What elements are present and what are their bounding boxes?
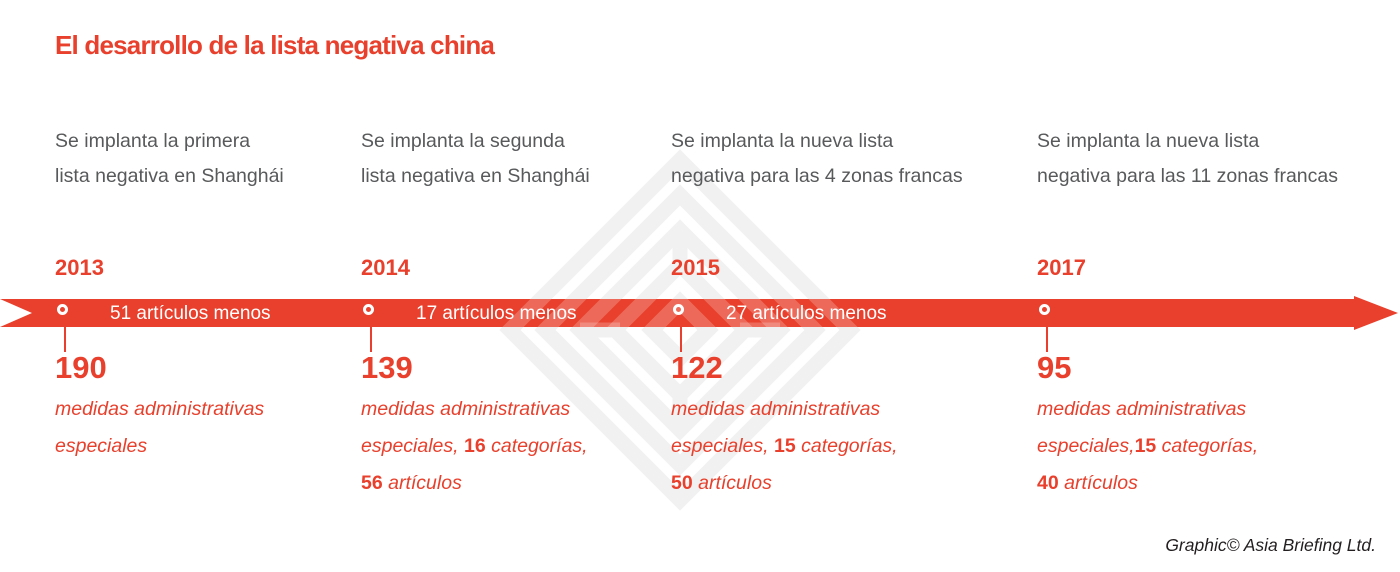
detail-text: artículos — [382, 472, 462, 494]
detail-text: categorías, — [1156, 435, 1259, 457]
detail-line: especiales, 16 categorías, — [361, 428, 588, 465]
milestone-year: 2017 — [1037, 255, 1086, 280]
description-line: Se implanta la nueva lista — [671, 130, 894, 152]
milestone-column-2014: Se implanta la segunda lista negativa en… — [361, 0, 666, 572]
milestone-description: Se implanta la nueva lista negativa para… — [1037, 124, 1338, 194]
description-line: Se implanta la segunda — [361, 130, 565, 152]
marker-stem — [1046, 327, 1048, 352]
arrow-head-icon — [1354, 296, 1398, 330]
milestone-detail: medidas administrativas especiales — [55, 391, 264, 465]
detail-number: 50 — [671, 472, 693, 494]
milestone-value: 139 — [361, 350, 413, 385]
description-line: negativa para las 4 zonas francas — [671, 165, 963, 187]
detail-number: 56 — [361, 472, 383, 494]
description-line: negativa para las 11 zonas francas — [1037, 165, 1338, 187]
detail-text: artículos — [1058, 472, 1138, 494]
description-line: lista negativa en Shanghái — [361, 165, 590, 187]
detail-line: especiales,15 categorías, — [1037, 428, 1258, 465]
detail-line: medidas administrativas — [361, 391, 588, 428]
bar-label: 27 artículos menos — [726, 303, 887, 324]
milestone-detail: medidas administrativas especiales, 15 c… — [671, 391, 898, 502]
milestone-column-2015: Se implanta la nueva lista negativa para… — [671, 0, 1021, 572]
milestone-value: 122 — [671, 350, 723, 385]
detail-text: especiales, — [361, 435, 464, 457]
milestone-detail: medidas administrativas especiales, 16 c… — [361, 391, 588, 502]
marker-stem — [370, 327, 372, 352]
milestone-year: 2013 — [55, 255, 104, 280]
detail-line: especiales — [55, 428, 264, 465]
arrow-tail-notch-icon — [0, 299, 32, 327]
milestone-value: 95 — [1037, 350, 1072, 385]
marker-stem — [64, 327, 66, 352]
detail-line: 50 artículos — [671, 465, 898, 502]
credit-text: Graphic© Asia Briefing Ltd. — [1165, 535, 1376, 555]
timeline-circle-marker-icon — [57, 304, 68, 315]
detail-line: medidas administrativas — [1037, 391, 1258, 428]
detail-number: 15 — [773, 435, 796, 457]
detail-number: 16 — [463, 435, 486, 457]
bar-label: 17 artículos menos — [416, 303, 577, 324]
description-line: Se implanta la nueva lista — [1037, 130, 1260, 152]
detail-text: medidas administrativas — [361, 398, 571, 420]
milestone-value: 190 — [55, 350, 107, 385]
milestone-description: Se implanta la primera lista negativa en… — [55, 124, 284, 194]
detail-number: 15 — [1134, 435, 1157, 457]
detail-text: artículos — [692, 472, 772, 494]
detail-line: medidas administrativas — [55, 391, 264, 428]
detail-text: categorías, — [795, 435, 898, 457]
bar-label: 51 artículos menos — [110, 303, 271, 324]
detail-number: 40 — [1037, 472, 1059, 494]
timeline-circle-marker-icon — [363, 304, 374, 315]
description-line: lista negativa en Shanghái — [55, 165, 284, 187]
detail-text: especiales, — [671, 435, 774, 457]
detail-line: medidas administrativas — [671, 391, 898, 428]
detail-text: medidas administrativas — [671, 398, 881, 420]
milestone-year: 2015 — [671, 255, 720, 280]
milestone-year: 2014 — [361, 255, 410, 280]
detail-text: medidas administrativas — [55, 398, 265, 420]
detail-text: medidas administrativas — [1037, 398, 1247, 420]
timeline-circle-marker-icon — [1039, 304, 1050, 315]
milestone-description: Se implanta la nueva lista negativa para… — [671, 124, 963, 194]
detail-text: especiales — [55, 435, 148, 457]
timeline-circle-marker-icon — [673, 304, 684, 315]
milestone-description: Se implanta la segunda lista negativa en… — [361, 124, 590, 194]
detail-line: 40 artículos — [1037, 465, 1258, 502]
detail-line: especiales, 15 categorías, — [671, 428, 898, 465]
detail-text: especiales, — [1037, 435, 1135, 457]
detail-line: 56 artículos — [361, 465, 588, 502]
page-title: El desarrollo de la lista negativa china — [55, 30, 495, 60]
milestone-detail: medidas administrativas especiales,15 ca… — [1037, 391, 1258, 502]
milestone-column-2017: Se implanta la nueva lista negativa para… — [1037, 0, 1392, 572]
milestone-column-2013: Se implanta la primera lista negativa en… — [55, 0, 355, 572]
detail-text: categorías, — [485, 435, 588, 457]
description-line: Se implanta la primera — [55, 130, 251, 152]
marker-stem — [680, 327, 682, 352]
